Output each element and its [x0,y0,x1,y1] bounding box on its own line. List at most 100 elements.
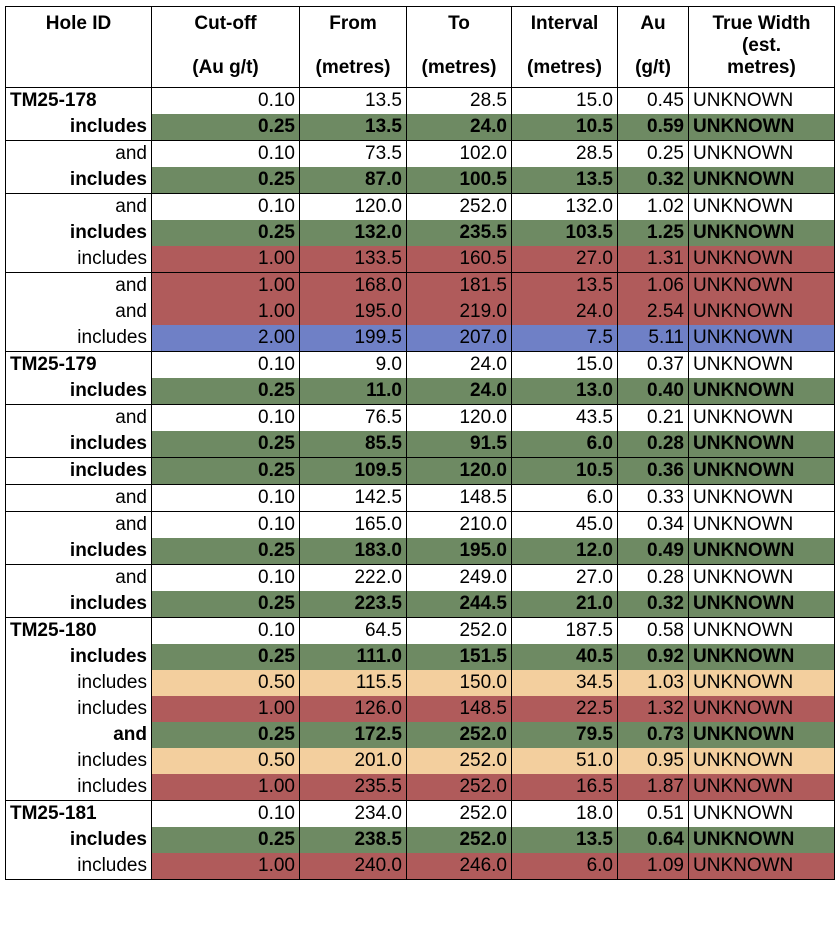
from-cell: 223.5 [299,591,407,618]
true-width-cell: UNKNOWN [688,167,835,194]
true-width-cell: UNKNOWN [688,193,835,220]
au-cell: 1.31 [617,246,689,273]
table-row: and 0.10 73.5 102.0 28.5 0.25 UNKNOWN [5,140,835,167]
table-row: includes 2.00 199.5 207.0 7.5 5.11 UNKNOWN [5,325,835,352]
to-cell: 148.5 [406,484,512,512]
interval-cell: 21.0 [511,591,618,618]
cutoff-cell: 1.00 [151,853,300,880]
true-width-cell: UNKNOWN [688,748,835,774]
hole-id-cell: and [5,193,152,220]
to-cell: 252.0 [406,193,512,220]
true-width-cell: UNKNOWN [688,591,835,618]
hole-id-cell: includes [5,591,152,618]
true-width-cell: UNKNOWN [688,511,835,538]
cutoff-cell: 0.50 [151,748,300,774]
au-cell: 0.28 [617,431,689,458]
interval-cell: 6.0 [511,484,618,512]
cutoff-cell: 1.00 [151,272,300,299]
hole-id-cell: and [5,299,152,325]
hole-id-cell: and [5,722,152,748]
true-width-cell: UNKNOWN [688,617,835,644]
to-cell: 219.0 [406,299,512,325]
true-width-cell: UNKNOWN [688,246,835,273]
from-cell: 126.0 [299,696,407,722]
au-cell: 0.45 [617,87,689,114]
hole-id-cell: includes [5,167,152,194]
from-cell: 172.5 [299,722,407,748]
au-cell: 0.33 [617,484,689,512]
table-row: includes 1.00 126.0 148.5 22.5 1.32 UNKNOWN [5,696,835,722]
table-row: TM25-179 0.10 9.0 24.0 15.0 0.37 UNKNOWN [5,351,835,378]
hole-id-cell: TM25-180 [5,617,152,644]
interval-cell: 6.0 [511,431,618,458]
to-cell: 181.5 [406,272,512,299]
au-cell: 0.28 [617,564,689,591]
au-cell: 0.95 [617,748,689,774]
au-cell: 0.64 [617,827,689,853]
au-cell: 5.11 [617,325,689,352]
true-width-cell: UNKNOWN [688,114,835,141]
header-au: Au (g/t) [617,6,689,88]
true-width-cell: UNKNOWN [688,484,835,512]
table-row: includes 0.25 85.5 91.5 6.0 0.28 UNKNOWN [5,431,835,458]
true-width-cell: UNKNOWN [688,644,835,670]
from-cell: 115.5 [299,670,407,696]
true-width-cell: UNKNOWN [688,378,835,405]
cutoff-cell: 0.10 [151,140,300,167]
from-cell: 142.5 [299,484,407,512]
table-row: and 1.00 195.0 219.0 24.0 2.54 UNKNOWN [5,299,835,325]
interval-cell: 12.0 [511,538,618,565]
true-width-cell: UNKNOWN [688,325,835,352]
au-cell: 1.25 [617,220,689,246]
table-row: includes 1.00 133.5 160.5 27.0 1.31 UNKNOWN [5,246,835,273]
from-cell: 120.0 [299,193,407,220]
to-cell: 195.0 [406,538,512,565]
from-cell: 64.5 [299,617,407,644]
hole-id-cell: includes [5,853,152,880]
hole-id-cell: and [5,484,152,512]
au-cell: 0.34 [617,511,689,538]
au-cell: 0.36 [617,457,689,485]
hole-id-cell: includes [5,220,152,246]
true-width-cell: UNKNOWN [688,299,835,325]
table-body: TM25-178 0.10 13.5 28.5 15.0 0.45 UNKNOWN inclu… [5,87,835,880]
from-cell: 240.0 [299,853,407,880]
cutoff-cell: 1.00 [151,774,300,801]
hole-id-cell: includes [5,670,152,696]
assay-results-table: Hole ID Cut-off (Au g/t) From (metres) To(… [5,6,835,880]
header-interval: Interval (metres) [511,6,618,88]
from-cell: 168.0 [299,272,407,299]
from-cell: 73.5 [299,140,407,167]
to-cell: 24.0 [406,378,512,405]
true-width-cell: UNKNOWN [688,140,835,167]
true-width-cell: UNKNOWN [688,800,835,827]
from-cell: 165.0 [299,511,407,538]
interval-cell: 10.5 [511,114,618,141]
cutoff-cell: 0.25 [151,644,300,670]
interval-cell: 22.5 [511,696,618,722]
to-cell: 150.0 [406,670,512,696]
hole-id-cell: includes [5,538,152,565]
to-cell: 28.5 [406,87,512,114]
from-cell: 195.0 [299,299,407,325]
interval-cell: 13.5 [511,827,618,853]
interval-cell: 51.0 [511,748,618,774]
au-cell: 0.58 [617,617,689,644]
hole-id-cell: includes [5,774,152,801]
to-cell: 252.0 [406,617,512,644]
to-cell: 252.0 [406,827,512,853]
table-row: and 0.10 120.0 252.0 132.0 1.02 UNKNOWN [5,193,835,220]
table-row: includes 0.50 115.5 150.0 34.5 1.03 UNKNOWN [5,670,835,696]
to-cell: 148.5 [406,696,512,722]
true-width-cell: UNKNOWN [688,774,835,801]
au-cell: 0.73 [617,722,689,748]
to-cell: 100.5 [406,167,512,194]
cutoff-cell: 0.10 [151,800,300,827]
to-cell: 151.5 [406,644,512,670]
interval-cell: 28.5 [511,140,618,167]
cutoff-cell: 0.25 [151,114,300,141]
interval-cell: 79.5 [511,722,618,748]
true-width-cell: UNKNOWN [688,853,835,880]
cutoff-cell: 0.25 [151,431,300,458]
true-width-cell: UNKNOWN [688,457,835,485]
